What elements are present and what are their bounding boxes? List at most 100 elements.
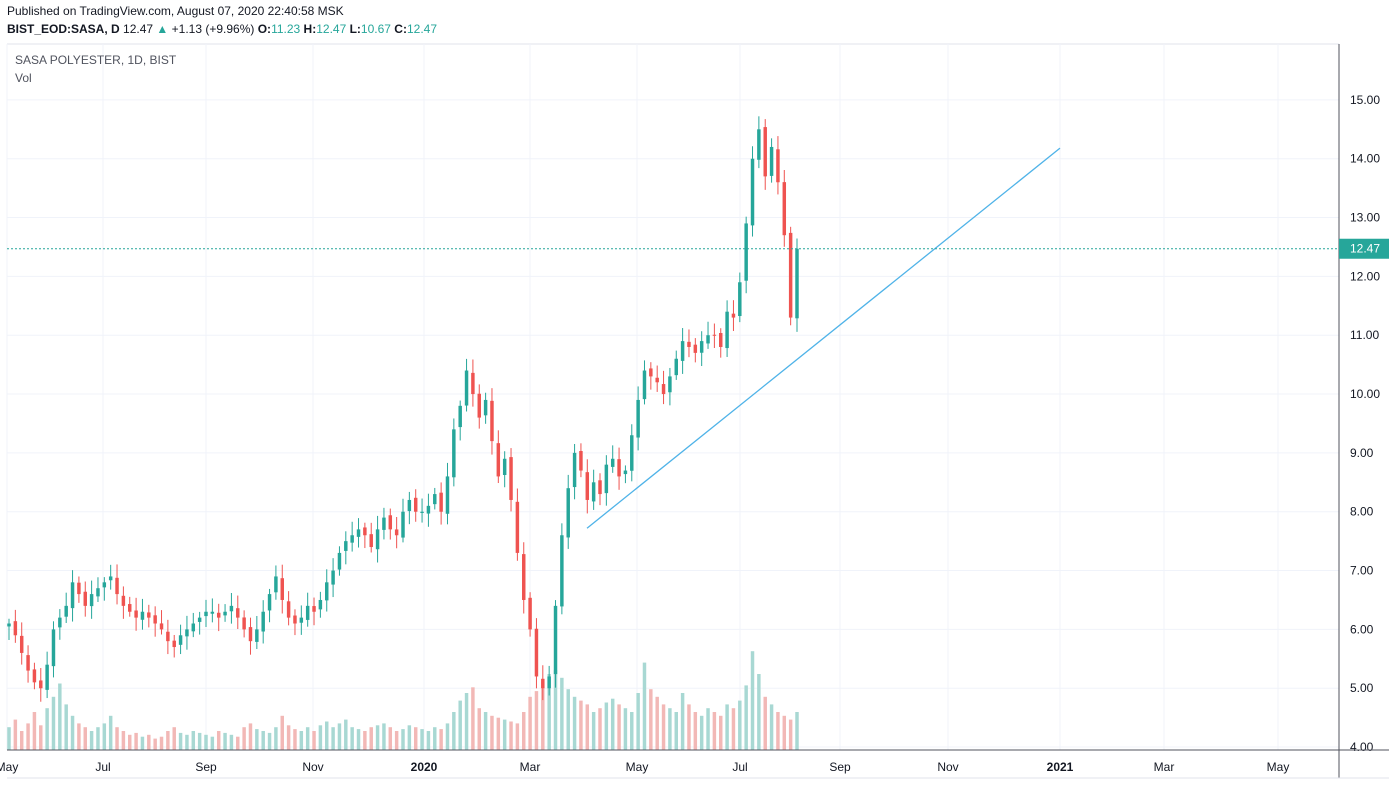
volume-bar (731, 708, 736, 750)
price-tick-label: 5.00 (1350, 681, 1374, 695)
volume-bar (630, 712, 634, 750)
volume-bar (39, 725, 43, 750)
volume-bar (19, 731, 24, 750)
volume-bar (452, 712, 456, 750)
volume-bar (64, 704, 68, 750)
candle-body (795, 248, 799, 319)
volume-bar (299, 731, 304, 750)
volume-bar (509, 721, 513, 750)
volume-bar (712, 712, 717, 750)
volume-bar (350, 727, 354, 750)
volume-bar (344, 719, 348, 750)
candle-body (191, 623, 196, 632)
volume-bar (32, 712, 37, 750)
volume-bar (45, 708, 49, 750)
volume-bar (655, 696, 659, 750)
time-tick-label: 2021 (1047, 760, 1074, 774)
candle-body (426, 505, 431, 514)
candle-body (712, 334, 717, 336)
time-axis[interactable]: May Jul Sep Nov 2020 Mar May Jul Sep Nov 2021 Mar Ma… (0, 749, 1389, 779)
volume-bar (185, 734, 189, 750)
volume-bar (248, 723, 253, 750)
candle-body (375, 529, 380, 550)
candle-body (337, 552, 342, 570)
candle-body (528, 597, 532, 630)
volume-bar (140, 736, 145, 750)
candle-body (515, 501, 520, 553)
volume-bar (623, 708, 628, 750)
candle-body (369, 534, 373, 548)
candle-body (299, 617, 304, 623)
volume-bar (382, 723, 386, 750)
volume-bar (604, 702, 609, 750)
candle-body (394, 529, 399, 536)
price-tick-label: 7.00 (1350, 564, 1374, 578)
time-tick-label: Mar (520, 760, 541, 774)
volume-bar (413, 727, 418, 750)
candle-body (121, 595, 126, 606)
volume-bar (464, 693, 469, 750)
volume-bar (318, 725, 323, 750)
candle-body (699, 341, 704, 353)
price-axis[interactable]: 15.00 14.00 13.00 12.00 11.00 10.00 9.00 8.00 7.… (1338, 44, 1380, 778)
candle-body (280, 578, 284, 600)
volume-bar (394, 731, 399, 750)
volume-bar (159, 736, 164, 750)
volume-bar (26, 723, 30, 750)
time-tick-label: Nov (937, 760, 958, 774)
volume-bar (210, 736, 215, 750)
volume-bar (719, 715, 723, 750)
volume-bar (433, 727, 437, 750)
volume-bar (121, 731, 126, 750)
price-tick-label: 14.00 (1350, 152, 1380, 166)
candle-body (382, 517, 386, 530)
candle-body (433, 494, 437, 505)
candle-body (350, 535, 354, 543)
volume-bar (477, 708, 481, 750)
time-tick-label: Nov (302, 760, 323, 774)
candle-body (490, 400, 494, 442)
candle-body (274, 576, 278, 593)
volume-bar (502, 719, 507, 750)
last-price-label-text: 12.47 (1350, 242, 1380, 256)
candle-body (83, 591, 87, 606)
volume-bar (699, 715, 704, 750)
volume-bar (617, 704, 621, 750)
volume-bar (534, 691, 539, 750)
price-tick-label: 11.00 (1350, 328, 1379, 342)
volume-bar (197, 732, 202, 750)
candle-body (128, 604, 132, 612)
volume-bar (553, 670, 558, 750)
high-label: H: (303, 22, 317, 36)
volume-bar (51, 696, 56, 750)
candle-body (706, 335, 710, 344)
candle-body (197, 617, 202, 622)
volume-bar (426, 731, 431, 750)
candle-body (248, 627, 253, 642)
candle-body (89, 594, 94, 607)
volume-bar (337, 723, 342, 750)
candle-body (166, 631, 170, 642)
volume-bar (13, 719, 18, 750)
volume-bar (388, 727, 393, 750)
candle-body (325, 582, 329, 601)
candle-body (604, 464, 609, 494)
candle-body (420, 511, 424, 513)
change-value: +1.13 (+9.96%) (171, 22, 255, 36)
time-tick-label: Sep (195, 760, 217, 774)
candle-body (58, 617, 62, 628)
candle-body (318, 599, 323, 610)
volume-bar (420, 729, 424, 750)
candle-body (356, 529, 361, 537)
trendline[interactable] (586, 147, 1061, 529)
candle-body (769, 146, 774, 176)
volume-bar (267, 732, 272, 750)
price-tick-label: 8.00 (1350, 505, 1374, 519)
price-series (7, 116, 799, 702)
candle-body (267, 594, 272, 611)
candle-body (744, 223, 748, 281)
candle-body (344, 541, 348, 551)
candle-body (39, 680, 43, 689)
volume-bar (331, 727, 335, 750)
